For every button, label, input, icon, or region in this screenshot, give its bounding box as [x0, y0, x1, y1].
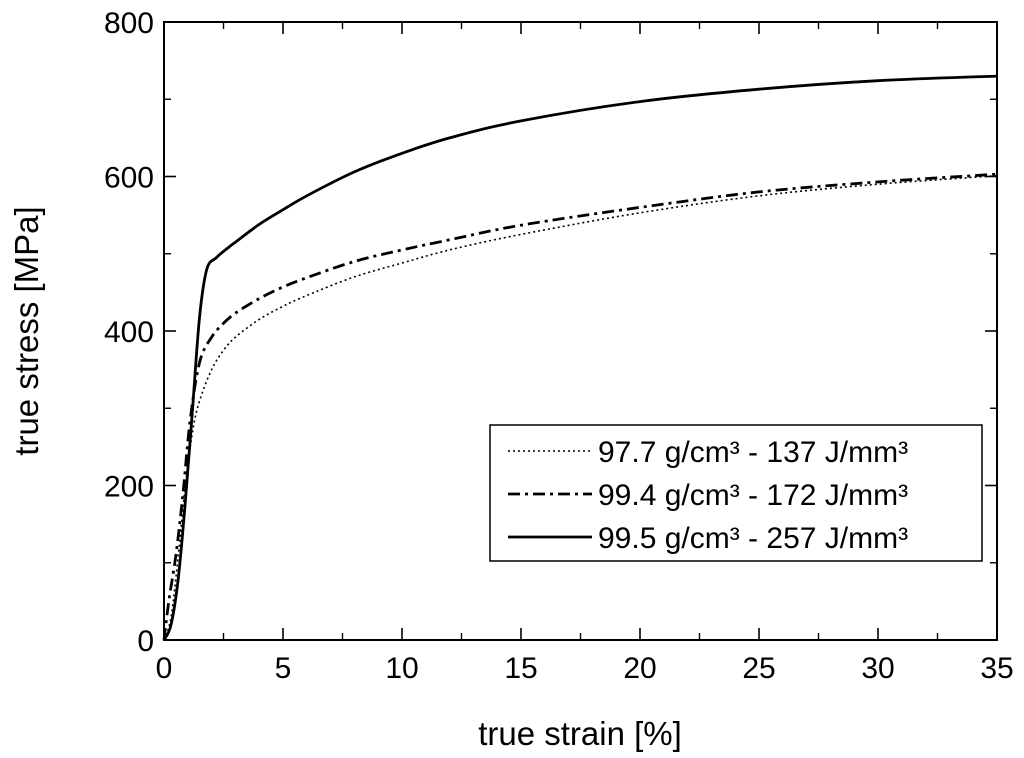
legend-label-3: 99.5 g/cm³ - 257 J/mm³ — [598, 522, 908, 555]
x-tick-label: 5 — [275, 652, 292, 685]
x-tick-label: 30 — [861, 652, 894, 685]
series-lines — [162, 74, 998, 641]
x-tick-label: 20 — [623, 652, 656, 685]
x-tick-label: 35 — [980, 652, 1013, 685]
tick-labels: 0 5 10 15 20 25 30 35 0 200 400 600 800 — [104, 7, 1014, 685]
x-tick-label: 25 — [742, 652, 775, 685]
legend: 97.7 g/cm³ - 137 J/mm³ 99.4 g/cm³ - 172 … — [489, 424, 983, 562]
legend-label-1: 97.7 g/cm³ - 137 J/mm³ — [598, 436, 908, 469]
y-tick-label: 800 — [104, 7, 154, 40]
legend-label-2: 99.4 g/cm³ - 172 J/mm³ — [598, 479, 908, 512]
y-tick-label: 400 — [104, 316, 154, 349]
series-line-3 — [162, 74, 998, 641]
x-axis-title: true strain [%] — [478, 715, 682, 752]
x-tick-label: 15 — [504, 652, 537, 685]
x-tick-label: 0 — [156, 652, 173, 685]
y-tick-label: 600 — [104, 162, 154, 195]
series-line-2 — [162, 172, 998, 641]
y-tick-label: 200 — [104, 471, 154, 504]
x-tick-label: 10 — [385, 652, 418, 685]
series-line-1 — [163, 174, 998, 641]
y-axis-title: true stress [MPa] — [8, 206, 45, 455]
y-tick-label: 0 — [137, 625, 154, 658]
